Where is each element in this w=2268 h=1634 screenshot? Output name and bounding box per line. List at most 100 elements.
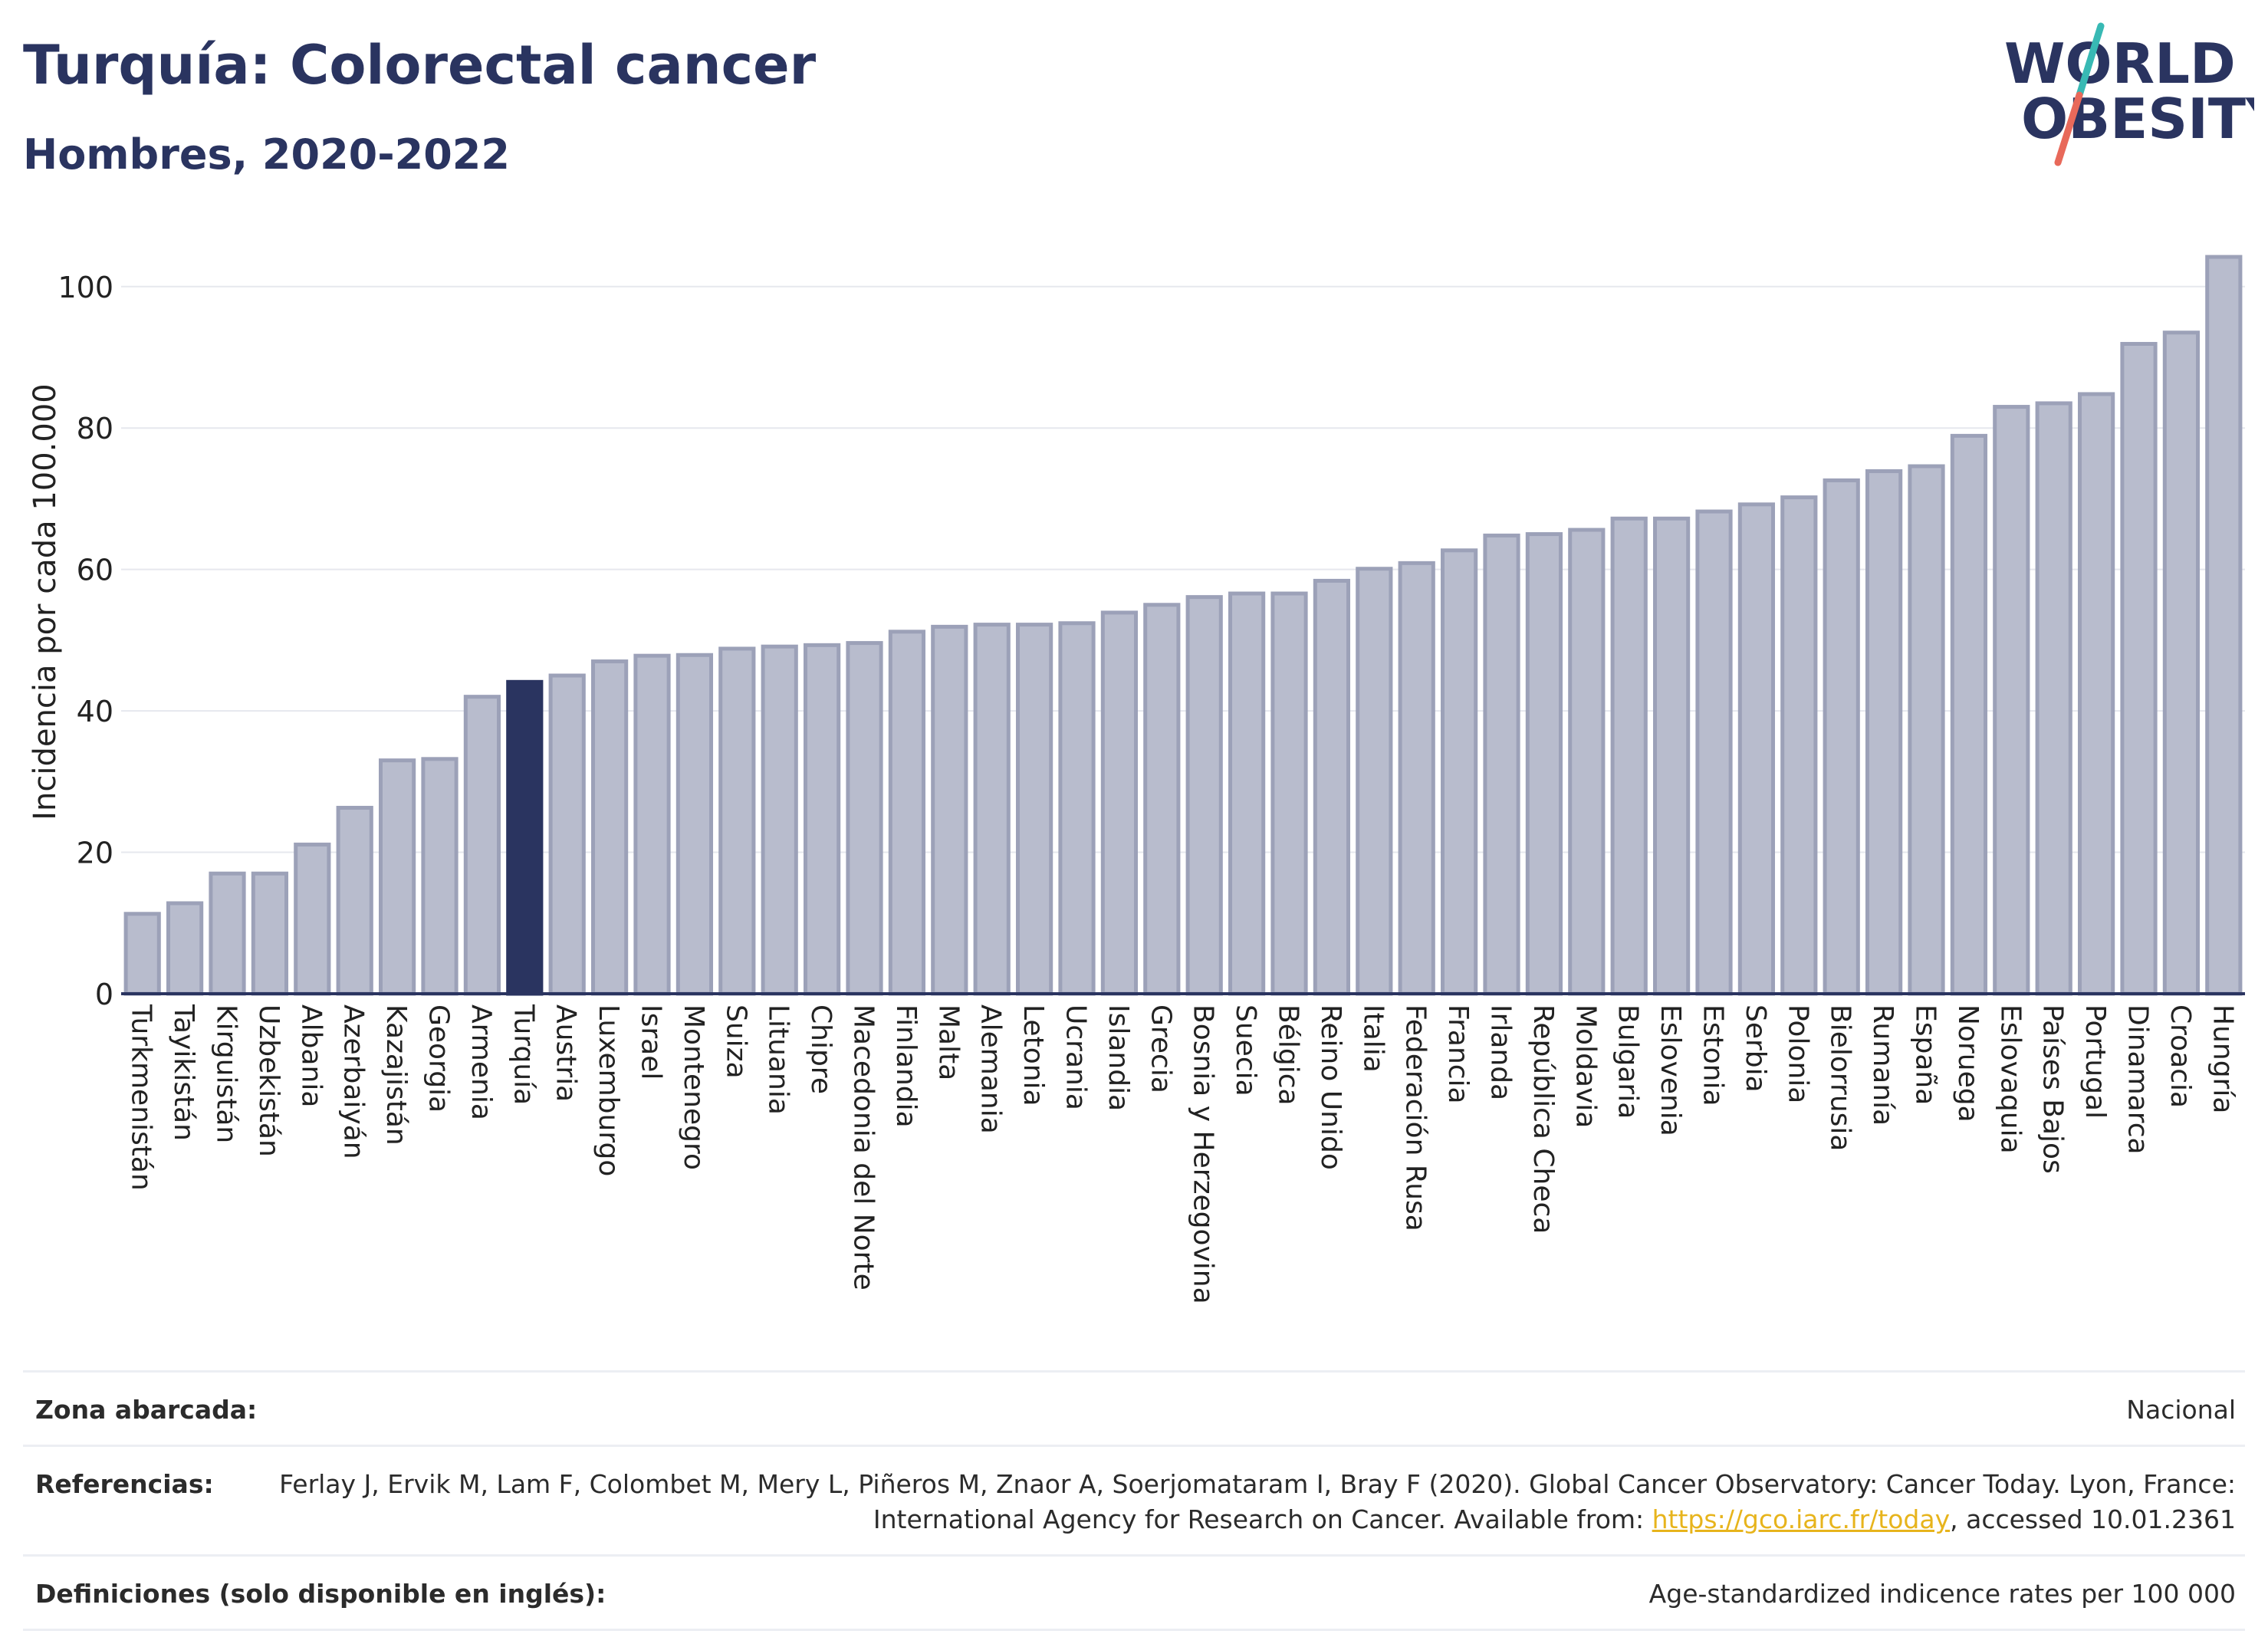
bar bbox=[846, 641, 883, 996]
x-tick-labels: Turkmenistán Tayikistán Kirguistán Uzbekist… bbox=[126, 1004, 2239, 1304]
x-tick-label: Islandia bbox=[1103, 1004, 1134, 1111]
x-tick-label: Suecia bbox=[1230, 1004, 1261, 1096]
bar bbox=[590, 659, 629, 996]
chart-title: Turquía: Colorectal cancer bbox=[23, 34, 817, 97]
reference-link[interactable]: https://gco.iarc.fr/today bbox=[1652, 1504, 1951, 1534]
bar bbox=[973, 623, 1011, 996]
x-tick-label: Federación Rusa bbox=[1400, 1004, 1431, 1231]
bar bbox=[888, 630, 926, 996]
x-tick-label: Tayikistán bbox=[168, 1004, 199, 1141]
bar bbox=[123, 912, 161, 996]
footer-table: Zona abarcada: Nacional Referencias: Fer… bbox=[23, 1370, 2245, 1631]
x-tick-label: Noruega bbox=[1952, 1004, 1984, 1123]
footer-value-definiciones: Age-standardized indicence rates per 100… bbox=[1648, 1579, 2236, 1609]
x-tick-label: Malta bbox=[932, 1004, 964, 1080]
bar bbox=[294, 842, 331, 996]
bar bbox=[633, 653, 671, 996]
bar bbox=[1737, 502, 1776, 996]
bar bbox=[421, 757, 459, 996]
bar bbox=[2162, 330, 2201, 996]
x-tick-label: Italia bbox=[1357, 1004, 1389, 1073]
x-tick-label: Francia bbox=[1442, 1004, 1474, 1104]
x-tick-label: Letonia bbox=[1017, 1004, 1049, 1106]
bar bbox=[2035, 401, 2072, 996]
x-tick-label: Chipre bbox=[805, 1004, 837, 1094]
bar bbox=[1865, 469, 1903, 996]
x-tick-label: Finlandia bbox=[890, 1004, 922, 1128]
x-tick-label: Turkmenistán bbox=[126, 1004, 157, 1191]
logo-word-obesity: OBESITY bbox=[2021, 87, 2254, 151]
x-tick-label: Estonia bbox=[1698, 1004, 1729, 1106]
x-tick-label: Lituania bbox=[763, 1004, 794, 1115]
reference-text: Ferlay J, Ervik M, Lam F, Colombet M, Me… bbox=[279, 1469, 2236, 1534]
footer-label-definiciones: Definiciones (solo disponible en inglés)… bbox=[35, 1579, 606, 1609]
bar bbox=[1993, 405, 2030, 996]
bar bbox=[1950, 433, 1988, 996]
bar bbox=[463, 695, 501, 996]
logo-slash-bottom bbox=[2054, 91, 2083, 166]
x-tick-label: España bbox=[1910, 1004, 1941, 1105]
bar bbox=[1780, 495, 1818, 996]
x-tick-label: Uzbekistán bbox=[253, 1004, 284, 1157]
bar bbox=[1356, 567, 1393, 996]
x-tick-label: Irlanda bbox=[1485, 1004, 1517, 1100]
footer-row-zona: Zona abarcada: Nacional bbox=[23, 1370, 2245, 1445]
x-tick-label: Albania bbox=[295, 1004, 327, 1107]
bar bbox=[166, 901, 204, 996]
y-tick-label: 0 bbox=[95, 978, 113, 1011]
bar bbox=[1228, 591, 1266, 996]
footer-value-referencias: Ferlay J, Ervik M, Lam F, Colombet M, Me… bbox=[245, 1467, 2236, 1537]
bar bbox=[378, 758, 416, 996]
bar bbox=[1270, 591, 1308, 996]
bar bbox=[1525, 532, 1563, 996]
y-tick-label: 60 bbox=[77, 554, 113, 587]
bar bbox=[1440, 548, 1478, 996]
footer-label-referencias: Referencias: bbox=[35, 1469, 214, 1499]
bar bbox=[761, 644, 798, 996]
world-obesity-logo: WORLD OBESITY bbox=[2004, 22, 2254, 166]
x-tick-label: Kazajistán bbox=[380, 1004, 412, 1146]
bar bbox=[1058, 621, 1096, 996]
footer-label-zona: Zona abarcada: bbox=[35, 1395, 258, 1425]
bar bbox=[506, 679, 544, 996]
x-tick-label: Reino Unido bbox=[1315, 1004, 1346, 1170]
x-tick-label: República Checa bbox=[1527, 1004, 1559, 1234]
bar bbox=[2205, 255, 2243, 996]
y-tick-label: 20 bbox=[77, 837, 113, 870]
x-tick-label: Bielorrusia bbox=[1825, 1004, 1856, 1151]
y-tick-label: 80 bbox=[77, 412, 113, 445]
x-tick-label: Serbia bbox=[1740, 1004, 1771, 1093]
x-tick-label: Macedonia del Norte bbox=[848, 1004, 879, 1290]
x-tick-label: Alemania bbox=[975, 1004, 1007, 1134]
bar bbox=[1695, 509, 1733, 996]
x-tick-label: Turquía bbox=[508, 1004, 539, 1105]
logo-slash-top bbox=[2076, 22, 2105, 99]
footer-row-referencias: Referencias: Ferlay J, Ervik M, Lam F, C… bbox=[23, 1445, 2245, 1554]
bar bbox=[209, 871, 246, 996]
footer-value-zona: Nacional bbox=[2126, 1395, 2236, 1425]
x-tick-label: Bulgaria bbox=[1612, 1004, 1644, 1119]
x-tick-label: Georgia bbox=[423, 1004, 455, 1113]
x-tick-label: Moldavia bbox=[1570, 1004, 1601, 1128]
x-tick-label: Azerbaiyán bbox=[338, 1004, 370, 1159]
x-tick-label: Kirguistán bbox=[211, 1004, 242, 1143]
x-tick-label: Austria bbox=[551, 1004, 582, 1102]
bar bbox=[675, 653, 714, 996]
x-tick-label: Grecia bbox=[1145, 1004, 1176, 1093]
bar bbox=[1185, 595, 1223, 996]
x-tick-label: Suiza bbox=[720, 1004, 751, 1079]
x-tick-label: Eslovaquia bbox=[1994, 1004, 2026, 1154]
footer-row-definiciones: Definiciones (solo disponible en inglés)… bbox=[23, 1554, 2245, 1631]
bar bbox=[1313, 578, 1351, 996]
y-tick-label: 100 bbox=[58, 271, 113, 304]
x-tick-label: Montenegro bbox=[678, 1004, 709, 1170]
bar bbox=[1610, 516, 1648, 996]
x-tick-label: Bosnia y Herzegovina bbox=[1188, 1004, 1219, 1304]
x-tick-label: Bélgica bbox=[1273, 1004, 1304, 1106]
y-tick-labels: 0 20 40 60 80 100 bbox=[58, 271, 113, 1011]
bar bbox=[803, 643, 841, 996]
bar bbox=[251, 871, 289, 996]
bars bbox=[123, 255, 2243, 996]
bar bbox=[1143, 603, 1181, 996]
x-tick-label: Países Bajos bbox=[2037, 1004, 2069, 1174]
